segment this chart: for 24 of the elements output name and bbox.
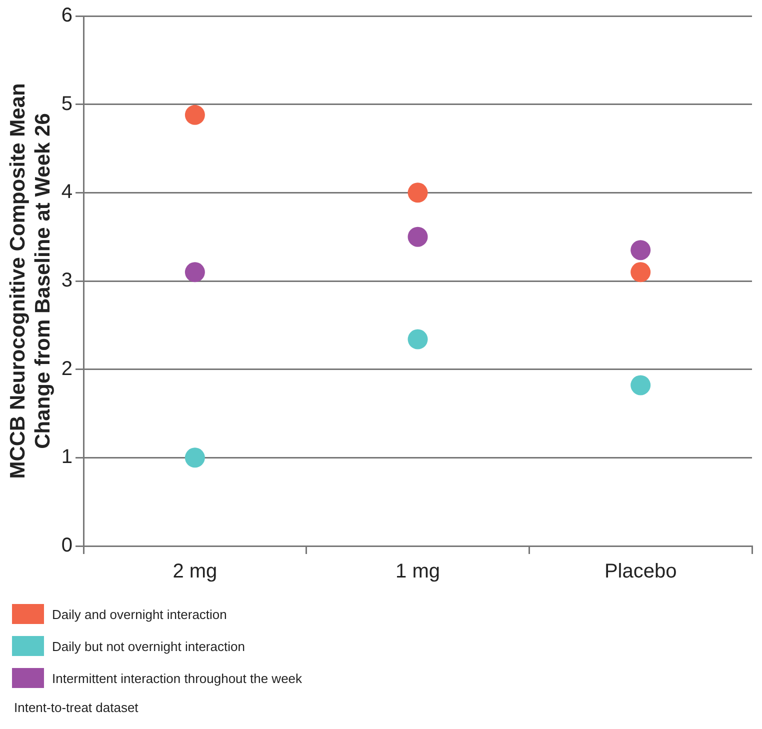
point: [408, 226, 428, 247]
x-tick-label: 2 mg: [172, 560, 218, 583]
y-tick-label: 6: [61, 4, 73, 27]
point: [184, 448, 205, 468]
point: [408, 182, 428, 203]
y-tick-label: 1: [61, 446, 73, 468]
y-tick-label: 0: [61, 534, 73, 557]
y-tick-label: 5: [61, 92, 73, 115]
y-tick-label: 3: [61, 270, 73, 292]
y-tick-label: 2: [61, 358, 73, 380]
point: [630, 262, 651, 282]
legend-label: Daily but not overnight interaction: [52, 638, 245, 654]
y-tick-label: 4: [61, 181, 73, 204]
legend-label: Daily and overnight interaction: [52, 606, 227, 622]
x-tick-label: 1 mg: [396, 560, 440, 583]
text: Intent-to-treat dataset: [14, 700, 140, 715]
point: [184, 104, 205, 125]
point: [630, 375, 651, 396]
point: [184, 262, 205, 282]
y-axis-title: MCCB Neurocognitive Composite Mean Change from Baseline at Week 26: [6, 83, 55, 479]
point: [630, 240, 651, 260]
x-tick-label: Placebo: [604, 560, 677, 583]
legend-label: Intermittent interaction throughout the week: [52, 670, 302, 686]
point: [408, 329, 428, 350]
